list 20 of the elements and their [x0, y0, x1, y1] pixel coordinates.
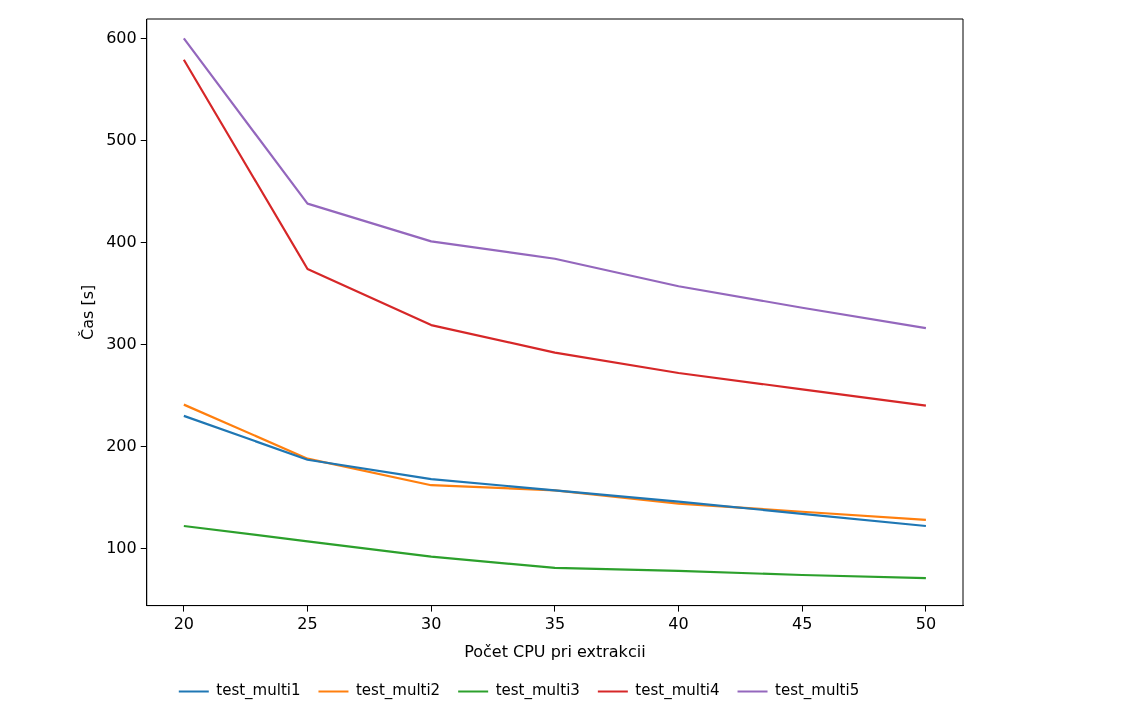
x-tick-label: 45 — [792, 614, 813, 634]
x-tick-label: 35 — [544, 614, 566, 634]
y-tick-label: 500 — [106, 129, 137, 149]
y-tick-label: 200 — [106, 435, 137, 455]
x-tick-label: 30 — [421, 614, 442, 634]
y-axis-title: Čas [s] — [77, 284, 97, 340]
legend-label: test_multi3 — [495, 681, 580, 701]
y-tick-label: 600 — [106, 27, 137, 47]
x-tick-label: 40 — [668, 614, 689, 634]
legend-label: test_multi4 — [635, 681, 720, 701]
legend-label: test_multi2 — [355, 681, 441, 701]
x-tick-label: 50 — [915, 614, 937, 634]
x-tick-label: 20 — [173, 614, 195, 634]
legend-label: test_multi5 — [775, 681, 860, 701]
x-tick-label: 25 — [297, 614, 318, 634]
y-tick-label: 300 — [106, 333, 137, 353]
y-tick-label: 100 — [106, 537, 137, 557]
x-axis-title: Počet CPU pri extrakcii — [464, 641, 646, 661]
legend-label: test_multi1 — [216, 681, 301, 701]
y-tick-label: 400 — [106, 231, 137, 251]
